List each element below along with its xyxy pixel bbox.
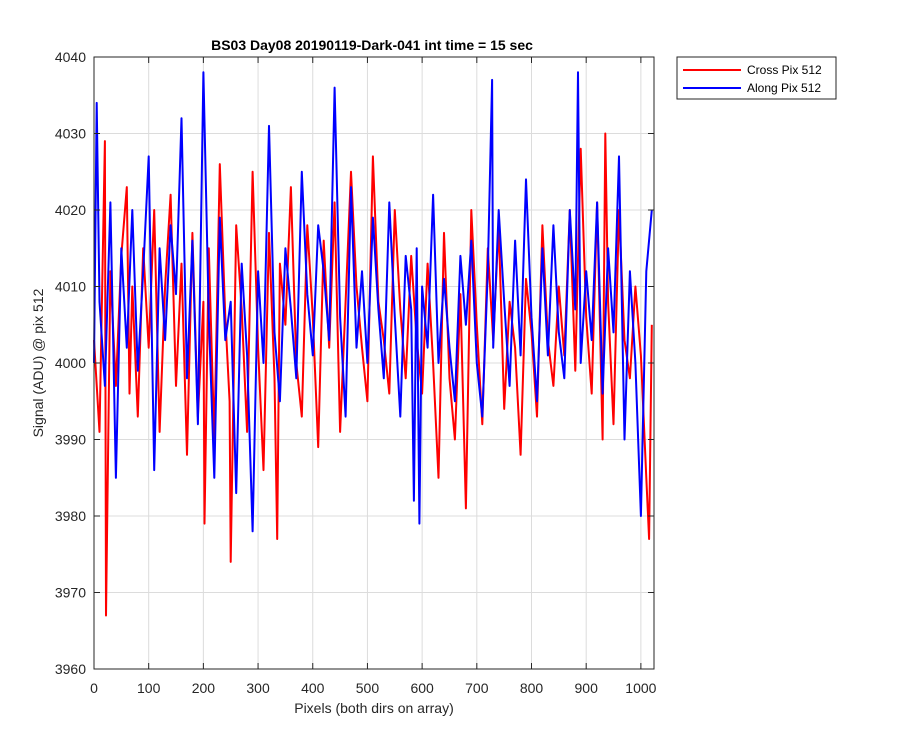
y-tick-label: 3990 xyxy=(55,432,86,448)
y-tick-label: 4000 xyxy=(55,355,86,371)
x-tick-label: 0 xyxy=(90,680,98,696)
y-axis-label: Signal (ADU) @ pix 512 xyxy=(30,288,46,437)
x-tick-label: 1000 xyxy=(625,680,656,696)
series-line-cross-pix-512 xyxy=(93,132,653,617)
x-tick-label: 900 xyxy=(575,680,599,696)
y-tick-label: 3980 xyxy=(55,508,86,524)
x-tick-label: 800 xyxy=(520,680,544,696)
axis-ticks xyxy=(93,56,654,670)
y-tick-label: 3960 xyxy=(55,661,86,677)
x-tick-label: 200 xyxy=(192,680,216,696)
series-layer xyxy=(93,71,653,617)
y-tick-label: 4030 xyxy=(55,126,86,142)
x-tick-label: 100 xyxy=(137,680,161,696)
y-tick-label: 3970 xyxy=(55,585,86,601)
series-line-along-pix-512 xyxy=(93,71,653,533)
legend-label-along-pix-512: Along Pix 512 xyxy=(747,81,821,95)
y-tick-label: 4010 xyxy=(55,279,86,295)
x-tick-labels: 0 100 200 300 400 500 600 700 800 900 1000 xyxy=(90,680,657,696)
x-axis-label: Pixels (both dirs on array) xyxy=(294,700,454,716)
x-tick-label: 600 xyxy=(410,680,434,696)
chart-title: BS03 Day08 20190119-Dark-041 int time = … xyxy=(211,37,533,53)
legend-label-cross-pix-512: Cross Pix 512 xyxy=(747,63,822,77)
legend-box xyxy=(676,56,837,100)
x-tick-label: 500 xyxy=(356,680,380,696)
x-tick-label: 300 xyxy=(246,680,270,696)
y-tick-label: 4040 xyxy=(55,49,86,65)
x-tick-label: 700 xyxy=(465,680,489,696)
x-tick-label: 400 xyxy=(301,680,325,696)
legend: Cross Pix 512 Along Pix 512 xyxy=(676,56,837,100)
y-tick-labels: 3960 3970 3980 3990 4000 4010 4020 4030 4040 xyxy=(55,49,86,677)
y-tick-label: 4020 xyxy=(55,202,86,218)
